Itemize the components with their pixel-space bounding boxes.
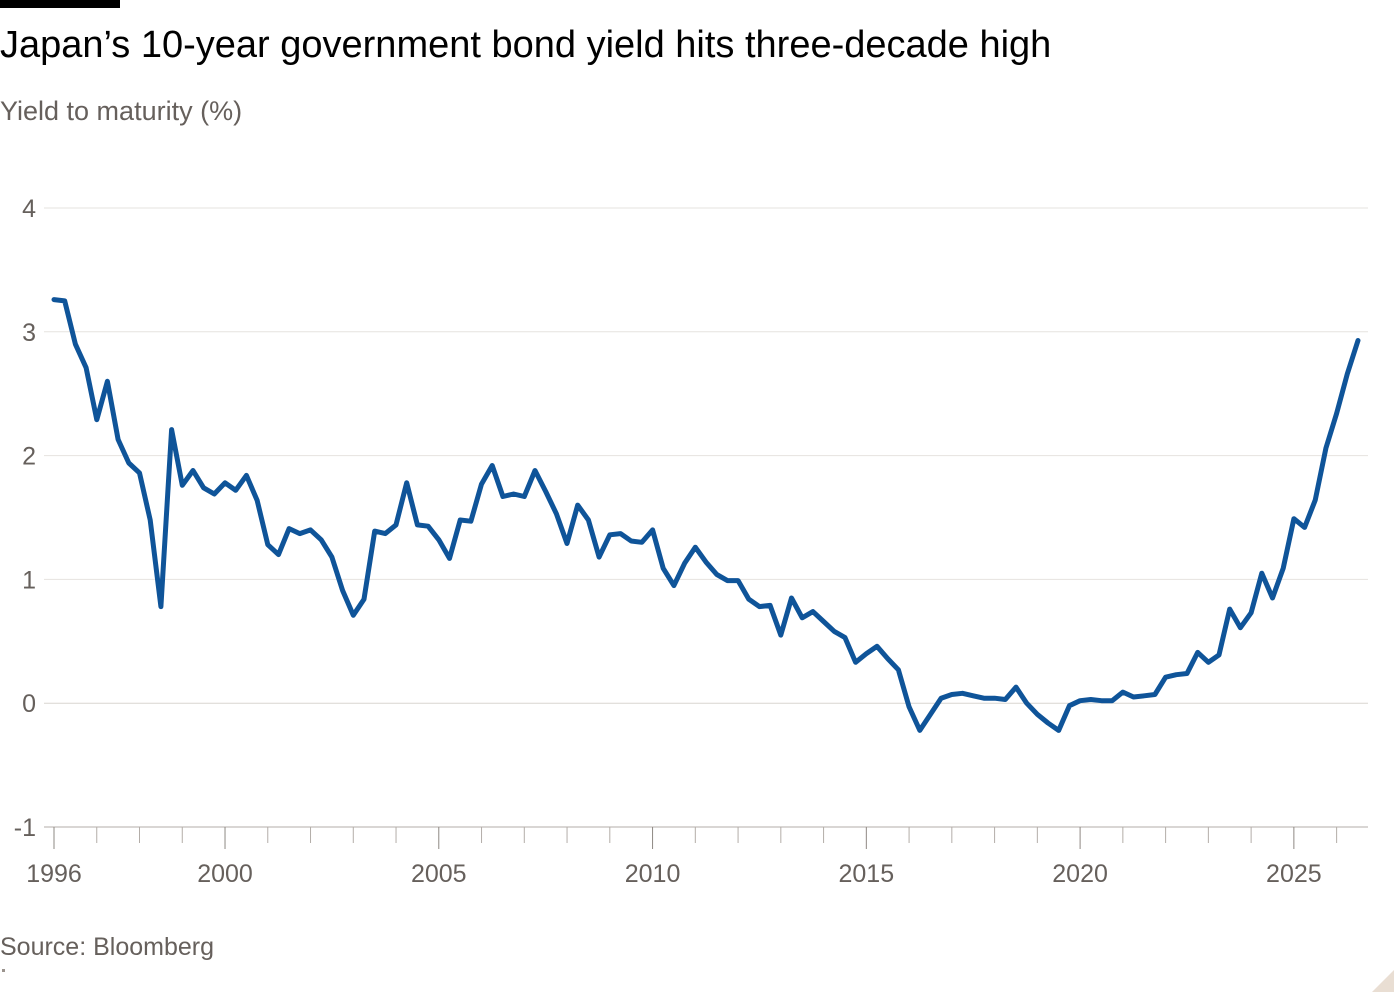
grid-layer [44,207,1368,704]
corner-fold-icon [1372,970,1394,992]
x-tick-label: 2015 [839,860,895,888]
chart-title: Japan’s 10-year government bond yield hi… [0,24,1052,66]
x-tick-label: 1996 [26,860,82,888]
y-tick-label: 4 [22,195,36,223]
x-tick-label: 2025 [1266,860,1322,888]
y-tick-label: 3 [22,319,36,347]
y-tick-label: 1 [22,566,36,594]
footer-dot [2,969,5,972]
brand-bar [0,0,120,8]
x-tick-label: 2000 [197,860,253,888]
chart-subtitle: Yield to maturity (%) [0,96,243,126]
x-tick-label: 2010 [625,860,681,888]
x-tick-label: 2020 [1052,860,1108,888]
y-tick-label: -1 [14,814,36,842]
series-line [51,297,1361,733]
axis-layer: 4 3 2 1 0 -1 1996 2000 2005 2010 2015 2020 2025 [14,195,1368,888]
x-tick-label: 2005 [411,860,467,888]
y-tick-label: 2 [22,443,36,471]
y-tick-label: 0 [22,690,36,718]
series-layer [51,297,1361,733]
source-note: Source: Bloomberg [0,933,215,961]
